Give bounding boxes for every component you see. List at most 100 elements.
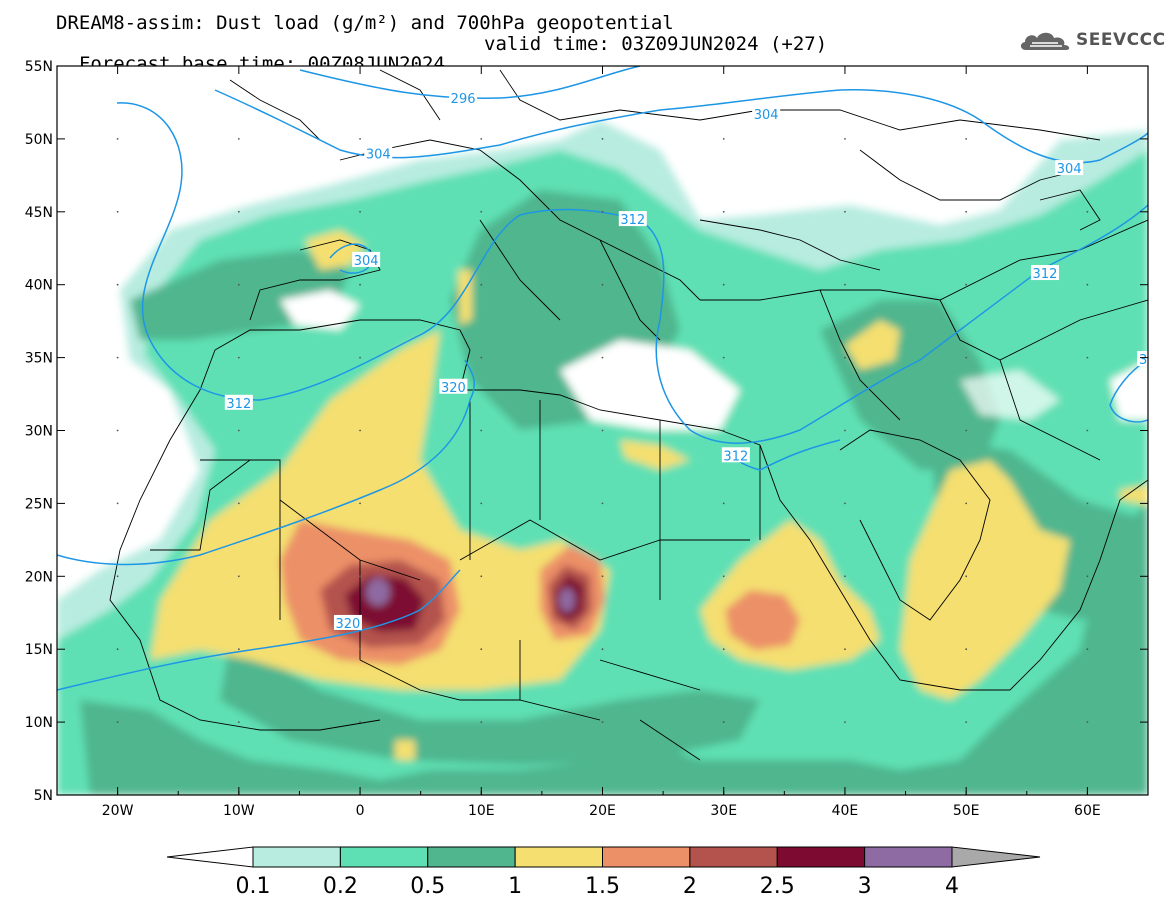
colorbar-tick-label: 0.1 [236, 874, 271, 899]
grid-dot [965, 210, 968, 213]
grid-dot [965, 283, 968, 286]
seevccc-logo: SEEVCCC [1018, 28, 1165, 56]
grid-dots [116, 138, 1089, 723]
lon-label: 30E [710, 803, 737, 819]
grid-dot [116, 356, 119, 359]
grid-dot [237, 356, 240, 359]
grid-dot [359, 283, 361, 286]
colorbar-tick-label: 2.5 [760, 874, 795, 899]
grid-dot [601, 648, 604, 651]
grid-dot [844, 283, 846, 286]
colorbar-tick-label: 1.5 [585, 874, 620, 899]
grid-dot [965, 648, 968, 651]
grid-dot [237, 575, 240, 578]
grid-dot [601, 502, 604, 505]
colorbar-tick-label: 1 [508, 874, 522, 899]
contour-label: 3 [1139, 353, 1147, 368]
valid-time: valid time: 03Z09JUN2024 (+27) [484, 33, 828, 55]
map-title: DREAM8-assim: Dust load (g/m²) and 700hP… [56, 12, 674, 34]
contour-label-bg [1030, 265, 1059, 281]
grid-dot [601, 575, 604, 578]
grid-dot [359, 648, 361, 651]
contour-label: 312 [1033, 267, 1058, 282]
grid-dot [359, 210, 361, 213]
contour-label: 312 [723, 449, 748, 464]
contour-label-bg [721, 447, 750, 463]
colorbar-swatch [339, 846, 429, 868]
contour-label: 304 [366, 147, 391, 162]
colorbar-tick-label: 0.5 [410, 874, 445, 899]
grid-dot [1086, 648, 1089, 651]
colorbar-swatch [514, 846, 603, 868]
grid-dot [844, 356, 846, 359]
lon-label: 50E [953, 803, 980, 819]
grid-dot [844, 721, 846, 723]
grid-dot [359, 429, 361, 432]
colorbar [166, 846, 1041, 868]
grid-dot [1086, 356, 1089, 359]
contour-label: 304 [754, 108, 779, 123]
grid-dot [1086, 429, 1089, 432]
grid-dot [1086, 210, 1089, 213]
grid-dot [480, 138, 483, 140]
colorbar-swatch [252, 846, 341, 868]
grid-dot [1086, 283, 1089, 286]
colorbar-tick-label: 0.2 [323, 874, 358, 899]
contour-label-bg [333, 614, 362, 630]
contour-label: 312 [226, 397, 251, 412]
grid-dot [1086, 138, 1089, 140]
lat-label: 20N [25, 569, 53, 585]
grid-dot [722, 356, 725, 359]
grid-dot [116, 648, 119, 651]
grid-dot [237, 138, 240, 140]
lat-label: 45N [25, 205, 53, 221]
longitude-labels: 20W 10W 0 10E 20E 30E 40E 50E 60E [102, 803, 1101, 819]
grid-dot [116, 210, 119, 213]
grid-dot [116, 283, 119, 286]
colorbar-labels: 0.1 0.2 0.5 1 1.5 2 2.5 3 4 [236, 874, 960, 899]
grid-dot [722, 502, 725, 505]
lon-label: 10W [223, 803, 255, 819]
colorbar-under-arrow [166, 846, 254, 868]
lon-label: 40E [832, 803, 859, 819]
logo-text: SEEVCCC [1076, 30, 1165, 50]
contour-label-bg [352, 251, 381, 267]
grid-dot [359, 575, 361, 578]
contour-label-bg [439, 378, 468, 394]
lon-label: 60E [1074, 803, 1101, 819]
lon-label: 20W [102, 803, 134, 819]
grid-dot [965, 429, 968, 432]
grid-dot [480, 356, 483, 359]
grid-dot [601, 283, 604, 286]
lon-label: 10E [468, 803, 495, 819]
contour-label: 304 [1057, 162, 1082, 177]
cloud-icon [1020, 32, 1070, 50]
grid-dot [237, 721, 240, 723]
grid-dot [116, 138, 119, 140]
grid-dot [359, 502, 361, 505]
lat-label: 5N [34, 788, 53, 804]
colorbar-swatch [427, 846, 516, 868]
grid-dot [237, 648, 240, 651]
colorbar-over-arrow [951, 846, 1041, 868]
grid-dot [965, 575, 968, 578]
grid-dot [116, 502, 119, 505]
contour-label: 312 [620, 213, 645, 228]
grid-dot [601, 721, 604, 723]
grid-dot [480, 575, 483, 578]
lat-label: 55N [25, 59, 53, 75]
grid-dot [722, 429, 725, 432]
colorbar-tick-label: 2 [683, 874, 697, 899]
grid-dot [844, 210, 846, 213]
grid-dot [601, 138, 604, 140]
grid-dot [480, 283, 483, 286]
contour-label-bg [364, 145, 393, 161]
grid-dot [116, 721, 119, 723]
contour-label-bg [752, 106, 781, 122]
grid-dot [359, 721, 361, 723]
grid-dot [359, 138, 361, 140]
grid-dot [844, 648, 846, 651]
grid-dot [359, 356, 361, 359]
grid-dot [237, 429, 240, 432]
